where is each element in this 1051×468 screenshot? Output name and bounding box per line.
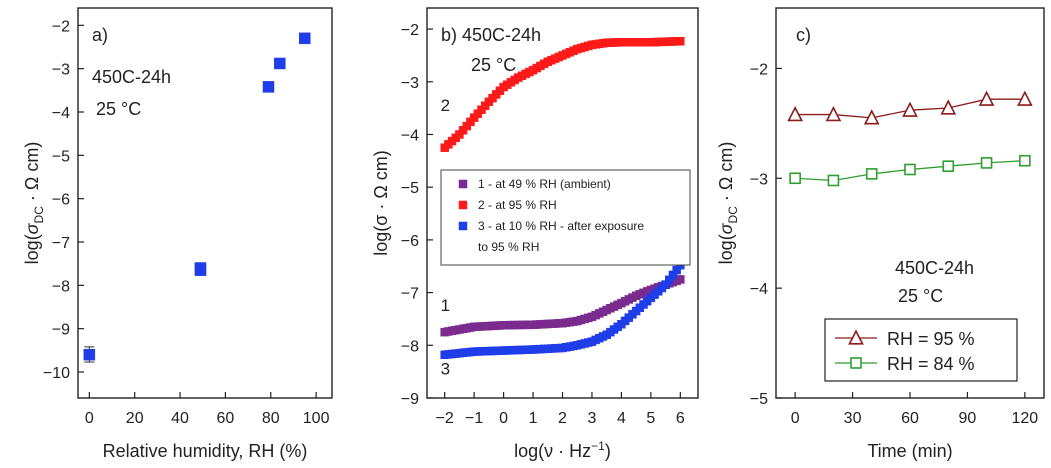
data-point <box>865 168 878 180</box>
y-tick-label: −3 <box>52 62 70 79</box>
x-tick-label: 1 <box>529 410 538 427</box>
data-point <box>676 275 685 284</box>
data-point <box>299 32 311 45</box>
x-axis-label: Time (min) <box>867 441 952 461</box>
x-tick-label: −1 <box>465 410 483 427</box>
data-point <box>787 105 803 122</box>
panel-b: −2 −1 0 1 2 3 4 5 6 −9 −8 −7 −6 −5 −4 −3 −2 2 1 3 1 - at 49 … <box>371 7 699 461</box>
x-tick-label: 80 <box>262 410 280 427</box>
x-tick-label: 6 <box>676 410 685 427</box>
y-tick-label: −4 <box>750 281 768 298</box>
y-tick-label: −3 <box>401 75 419 92</box>
legend-box <box>440 169 691 266</box>
y-tick-label: −9 <box>401 391 419 408</box>
legend-marker <box>848 329 864 345</box>
data-point <box>194 264 207 276</box>
y-tick-label: −6 <box>401 233 419 250</box>
y-axis-label: log(σ · Ω cm) <box>371 150 391 256</box>
x-tick-label: 60 <box>901 410 919 427</box>
data-point <box>978 90 995 106</box>
x-tick-label: 3 <box>588 410 597 427</box>
data-point <box>902 101 918 117</box>
y-tick-label: −6 <box>52 192 70 209</box>
panel-c: 0 30 60 90 120 −5 −4 −3 −2 c) 450C-24h 25 °C RH = 95… <box>716 7 1045 461</box>
y-tick-label: −2 <box>52 18 70 35</box>
data-point <box>1019 154 1031 167</box>
x-tick-label: 20 <box>126 410 144 427</box>
curve-label: 1 <box>441 296 450 315</box>
data-point <box>827 174 840 187</box>
x-tick-label: 0 <box>499 410 508 427</box>
curve-label: 3 <box>441 359 450 378</box>
y-tick-label: −2 <box>401 22 419 39</box>
legend-swatch <box>458 221 468 231</box>
x-tick-label: 90 <box>959 410 977 427</box>
panel-label: a) <box>92 25 108 45</box>
x-tick-label: 5 <box>646 410 655 427</box>
y-tick-label: −4 <box>401 127 419 144</box>
annotation: 450C-24h <box>895 258 974 278</box>
legend-label: 1 - at 49 % RH (ambient) <box>478 177 611 191</box>
legend-box <box>824 318 1018 382</box>
y-tick-label: −7 <box>52 235 70 252</box>
legend-label: to 95 % RH <box>478 240 539 254</box>
data-point <box>863 109 880 125</box>
data-point <box>940 99 957 115</box>
x-tick-label: 60 <box>217 410 235 427</box>
legend-label: 3 - at 10 % RH - after exposure <box>478 219 644 233</box>
y-tick-label: −10 <box>43 365 70 382</box>
y-axis-label: log(σDC · Ω cm) <box>716 142 740 265</box>
y-tick-label: −7 <box>401 286 419 303</box>
plot-frame <box>77 7 333 399</box>
y-tick-label: −8 <box>52 278 70 295</box>
x-tick-label: −2 <box>436 410 454 427</box>
legend-swatch <box>458 200 468 210</box>
x-tick-label: 2 <box>558 410 567 427</box>
panel-label: b) 450C-24h <box>441 25 541 45</box>
data-point <box>942 160 955 172</box>
legend-label: RH = 95 % <box>887 329 975 349</box>
y-tick-label: −3 <box>750 171 768 188</box>
y-tick-label: −5 <box>750 391 768 408</box>
y-tick-label: −9 <box>52 322 70 339</box>
x-axis-label: Relative humidity, RH (%) <box>103 441 308 461</box>
curve-label: 2 <box>441 96 450 115</box>
annotation: 25 °C <box>471 55 516 75</box>
data-point <box>980 157 993 169</box>
data-point <box>825 105 842 122</box>
x-tick-label: 30 <box>844 410 862 427</box>
y-tick-label: −5 <box>52 148 70 165</box>
data-point <box>789 172 801 185</box>
legend-swatch <box>458 179 468 189</box>
y-tick-label: −2 <box>750 61 768 78</box>
data-point <box>904 163 916 176</box>
data-point <box>1017 90 1033 106</box>
y-tick-label: −5 <box>401 180 419 197</box>
legend-label: RH = 84 % <box>887 354 975 374</box>
y-tick-label: −4 <box>52 105 70 122</box>
x-tick-label: 0 <box>791 410 800 427</box>
data-point <box>274 57 286 70</box>
data-point <box>262 81 275 93</box>
panel-label: c) <box>796 25 811 45</box>
legend-marker <box>850 357 862 369</box>
x-tick-label: 40 <box>171 410 189 427</box>
data-point <box>83 348 96 361</box>
x-tick-label: 0 <box>85 410 94 427</box>
y-axis-label: log(σDC · Ω cm) <box>22 142 46 265</box>
x-tick-label: 100 <box>303 410 330 427</box>
annotation: 25 °C <box>96 99 141 119</box>
x-axis-label: log(ν · Hz−1) <box>514 439 611 461</box>
data-point <box>676 36 685 46</box>
x-tick-label: 120 <box>1012 410 1039 427</box>
annotation: 450C-24h <box>92 67 171 87</box>
legend-label: 2 - at 95 % RH <box>478 198 557 212</box>
panel-a: 0 20 40 60 80 100 −10 −9 −8 −7 −6 −5 −4 −3 −2 a) 450C-24… <box>22 7 333 461</box>
annotation: 25 °C <box>898 286 943 306</box>
x-tick-label: 4 <box>617 410 626 427</box>
y-tick-label: −8 <box>401 338 419 355</box>
